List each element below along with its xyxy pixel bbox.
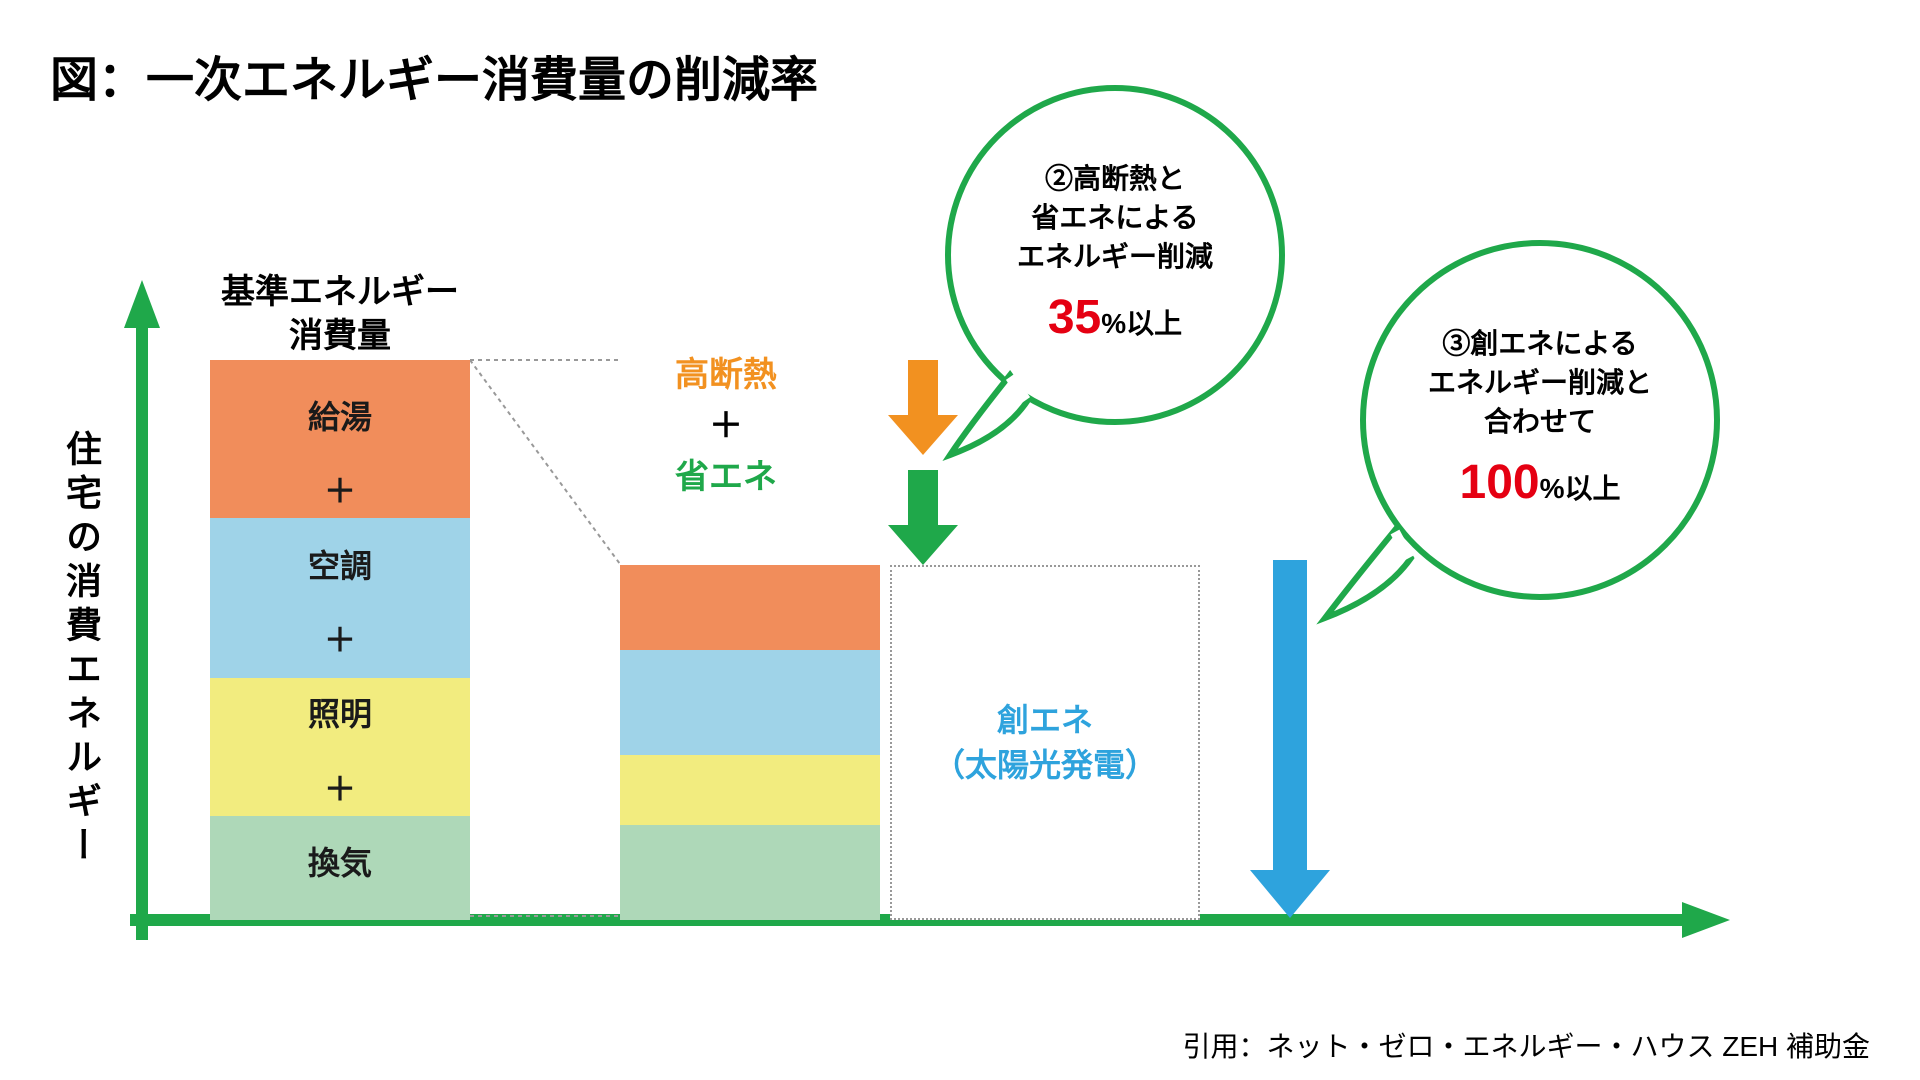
y-axis-arrow	[122, 280, 162, 940]
bar2-seg-2	[620, 650, 880, 755]
citation-text: 引用：ネット・ゼロ・エネルギー・ハウス ZEH 補助金	[1182, 1025, 1870, 1065]
chart-area: 基準エネルギー消費量 給湯 ＋ 空調 ＋ 照明 ＋ 換気 高断熱 ＋ 省エネ 創…	[130, 280, 1730, 940]
bar-reduced	[620, 565, 880, 920]
chart-title: 図：一次エネルギー消費量の削減率	[50, 40, 818, 110]
callout-bubble-35: ②高断熱と 省エネによる エネルギー削減 35%以上	[945, 85, 1285, 425]
arrow-blue-icon	[1250, 560, 1330, 920]
bar-baseline-label: 基準エネルギー消費量	[221, 270, 459, 358]
guide-lines-1	[470, 280, 630, 920]
bubble1-tail-icon	[950, 375, 1030, 455]
bar2-seg-4	[620, 825, 880, 920]
bubble2-tail-icon	[1325, 530, 1415, 620]
bar1-stack-labels: 給湯 ＋ 空調 ＋ 照明 ＋ 換気	[210, 360, 470, 920]
generation-area: 創エネ（太陽光発電）	[890, 565, 1200, 920]
arrow-green-icon	[888, 470, 958, 565]
y-axis-label: 住宅の消費エネルギー	[55, 430, 107, 870]
middle-label: 高断熱 ＋ 省エネ	[675, 350, 777, 503]
arrow-orange-icon	[888, 360, 958, 455]
bar-baseline: 基準エネルギー消費量 給湯 ＋ 空調 ＋ 照明 ＋ 換気	[210, 360, 470, 920]
bar2-seg-1	[620, 565, 880, 650]
bar2-seg-3	[620, 755, 880, 825]
